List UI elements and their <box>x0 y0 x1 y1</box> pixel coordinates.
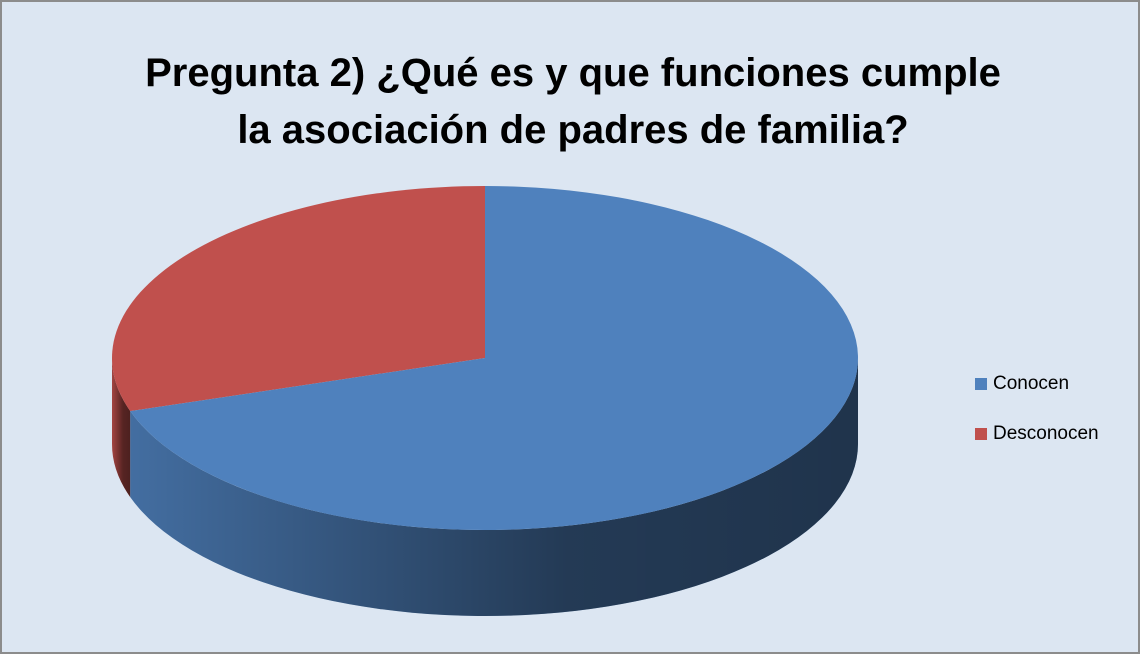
legend-swatch <box>975 428 987 440</box>
pie-side-shade <box>112 358 131 498</box>
chart-title: Pregunta 2) ¿Qué es y que funciones cump… <box>145 51 1001 95</box>
pie-slice <box>130 186 858 530</box>
pie-side-shade <box>130 358 858 617</box>
legend-label: Desconocen <box>993 423 1099 444</box>
pie <box>112 186 858 617</box>
legend-swatch <box>975 378 987 390</box>
legend: Conocen Desconocen <box>975 373 1099 444</box>
chart-title: la asociación de padres de familia? <box>237 108 908 152</box>
legend-label: Conocen <box>993 373 1069 394</box>
pie-slice <box>112 186 486 412</box>
